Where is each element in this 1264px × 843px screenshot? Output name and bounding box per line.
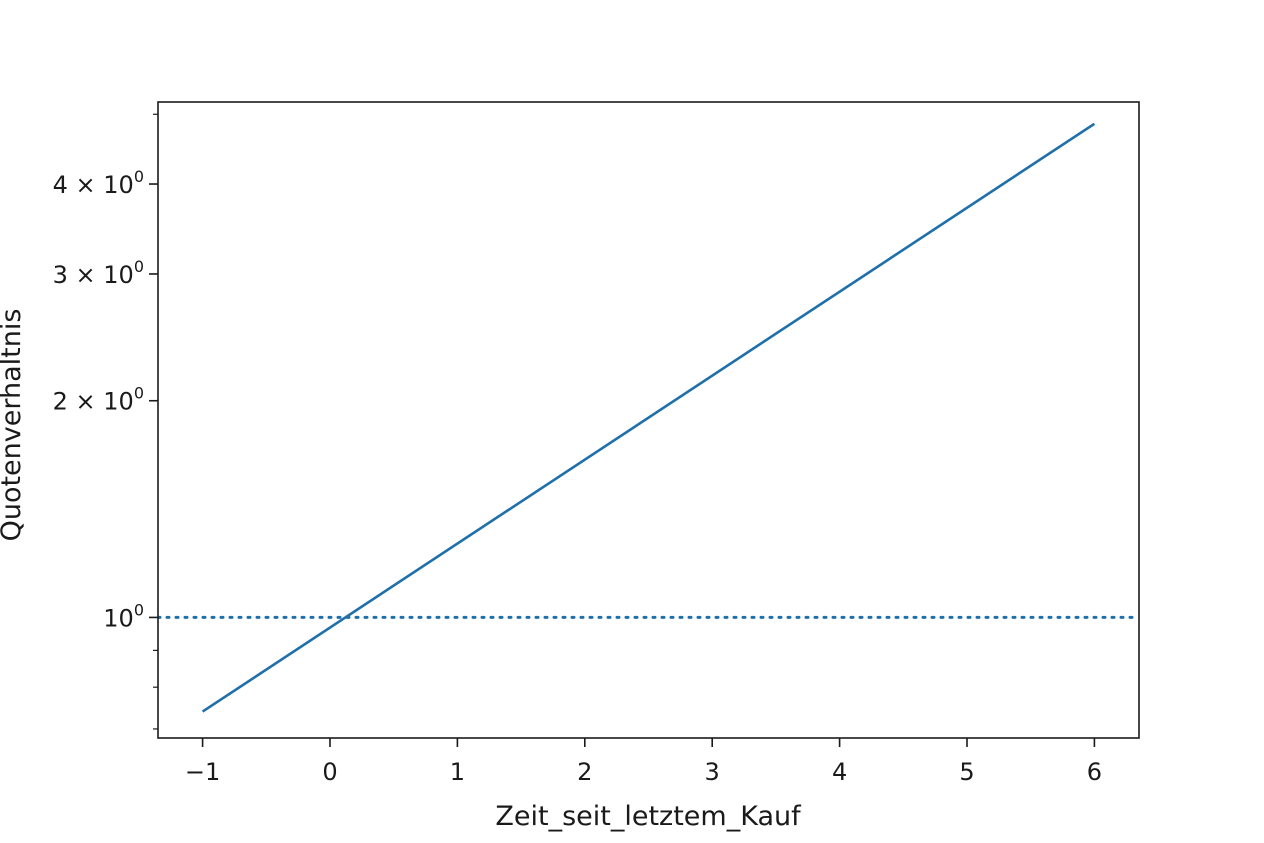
y-tick-label: 2 × 100 [53, 384, 144, 416]
x-tick-label: 1 [450, 758, 465, 786]
x-tick-label: 0 [322, 758, 337, 786]
x-tick-label: −1 [185, 758, 220, 786]
x-axis-label: Zeit_seit_letztem_Kauf [495, 801, 802, 832]
series-line-0 [201, 122, 1096, 713]
x-tick-label: 2 [577, 758, 592, 786]
y-tick-label: 100 [103, 600, 144, 632]
y-axis-label: Quotenverhaltnis [0, 309, 27, 542]
plot-frame [157, 101, 1140, 739]
x-tick-label: 6 [1087, 758, 1102, 786]
y-tick-base: 10 [103, 171, 134, 199]
y-tick-exponent: 0 [134, 257, 144, 276]
x-tick-label: 3 [705, 758, 720, 786]
y-tick-base: 10 [103, 388, 134, 416]
y-tick-exponent: 0 [134, 384, 144, 403]
y-tick-exponent: 0 [134, 600, 144, 619]
x-tick-label: 4 [832, 758, 847, 786]
y-tick-coefficient: 3 × [53, 261, 104, 289]
y-tick-exponent: 0 [134, 167, 144, 186]
y-tick-base: 10 [103, 604, 134, 632]
y-tick-base: 10 [103, 261, 134, 289]
y-tick-coefficient: 4 × [53, 171, 104, 199]
x-tick-label: 5 [959, 758, 974, 786]
y-tick-label: 4 × 100 [53, 167, 144, 199]
y-tick-label: 3 × 100 [53, 257, 144, 289]
y-tick-coefficient: 2 × [53, 388, 104, 416]
